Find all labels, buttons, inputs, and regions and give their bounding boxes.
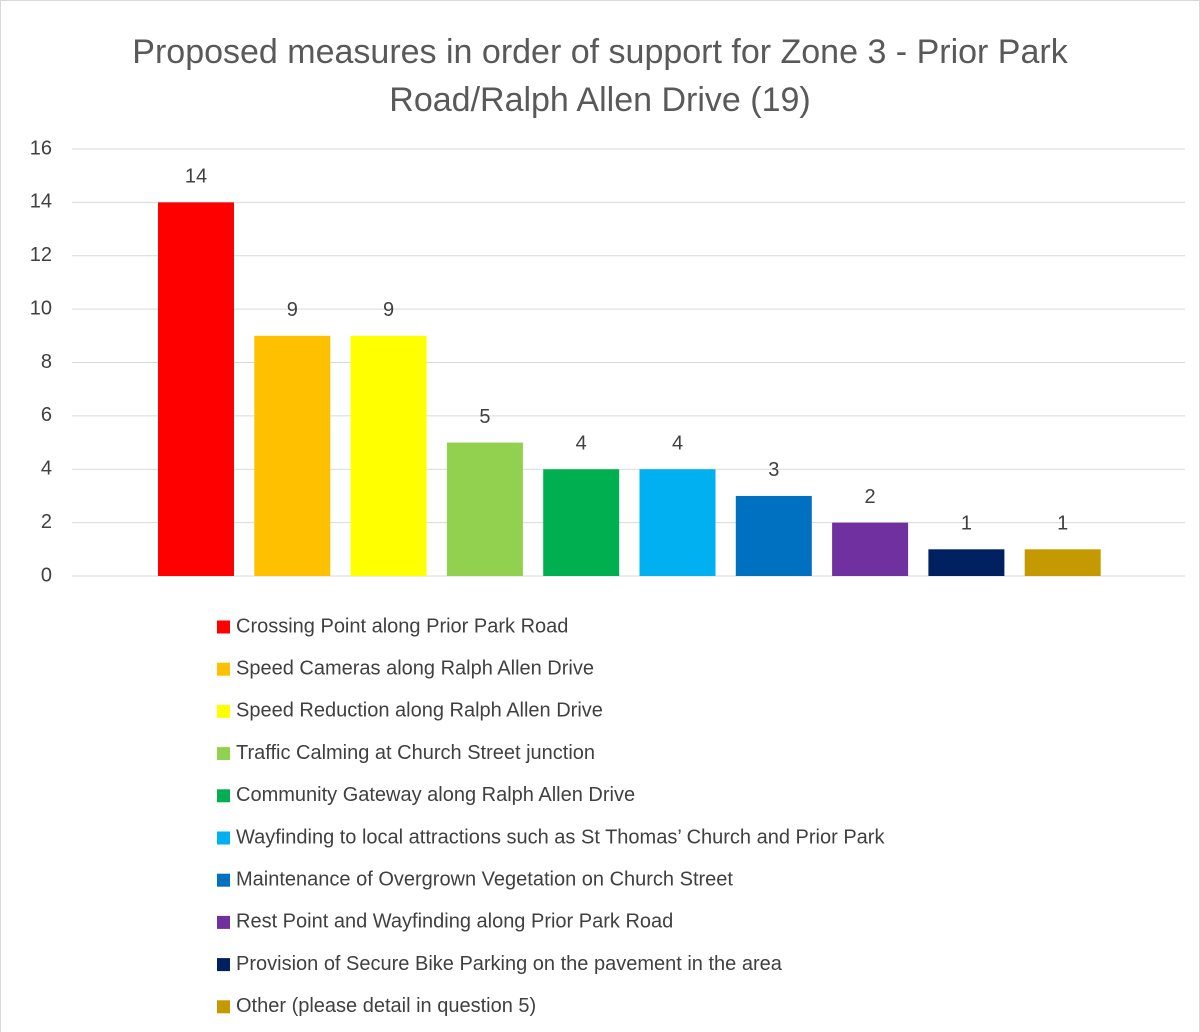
chart-title: Proposed measures in order of support fo… [132,33,1068,119]
bar [158,202,234,576]
legend-label: Speed Reduction along Ralph Allen Drive [236,700,603,722]
bar [1024,549,1101,576]
legend-swatch [217,662,230,676]
bar [543,469,620,576]
legend-swatch [217,620,230,634]
data-label: 14 [185,166,207,188]
y-tick-label: 10 [30,297,52,319]
y-tick-label: 2 [41,511,52,533]
y-tick-label: 16 [30,137,52,159]
legend-swatch [217,831,230,845]
data-label: 1 [1057,513,1068,535]
bar [350,335,427,576]
bar [446,442,523,576]
legend-label: Traffic Calming at Church Street junctio… [236,742,595,764]
legend-label: Speed Cameras along Ralph Allen Drive [236,657,594,679]
y-tick-label: 4 [41,458,52,480]
legend-label: Rest Point and Wayfinding along Prior Pa… [236,911,673,933]
bar [639,469,716,576]
y-tick-label: 6 [41,404,52,426]
y-tick-label: 0 [41,564,52,586]
data-label: 4 [576,433,587,455]
data-label: 2 [865,486,876,508]
data-label: 5 [479,406,490,428]
legend-label: Wayfinding to local attractions such as … [236,826,885,848]
bar [928,549,1005,576]
legend-swatch [217,958,230,972]
data-label: 3 [768,459,779,481]
legend-label: Other (please detail in question 5) [236,995,536,1017]
legend-swatch [217,704,230,718]
bar [832,522,909,576]
y-tick-label: 12 [30,244,52,266]
legend-swatch [217,747,230,761]
legend-swatch [217,1000,230,1014]
legend-swatch [217,789,230,803]
data-label: 4 [672,433,683,455]
bar [254,335,331,576]
legend-swatch [217,915,230,929]
data-label: 9 [287,299,298,321]
bar [735,495,812,576]
y-tick-label: 14 [30,191,52,213]
legend-label: Crossing Point along Prior Park Road [236,615,568,637]
legend-label: Provision of Secure Bike Parking on the … [236,953,783,975]
y-tick-label: 8 [41,351,52,373]
legend-label: Maintenance of Overgrown Vegetation on C… [236,868,733,890]
legend-label: Community Gateway along Ralph Allen Driv… [236,784,635,806]
data-label: 9 [383,299,394,321]
data-label: 1 [961,513,972,535]
legend-swatch [217,873,230,887]
